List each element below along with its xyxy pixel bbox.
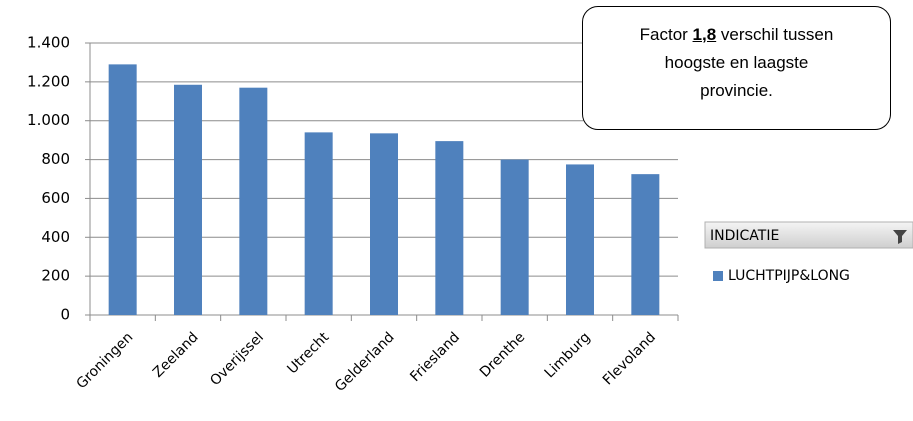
bar xyxy=(304,132,333,315)
y-tick-label: 600 xyxy=(41,189,70,207)
y-tick-label: 200 xyxy=(41,267,70,285)
legend-swatch xyxy=(713,271,723,281)
legend-header xyxy=(704,221,913,249)
y-tick-label: 1.200 xyxy=(27,72,70,90)
x-tick-label: Utrecht xyxy=(284,329,332,377)
y-tick-label: 800 xyxy=(41,150,70,168)
x-tick-label: Flevoland xyxy=(600,329,659,388)
annotation-text: verschil tussen hoogste en laagste provi… xyxy=(664,25,834,100)
bar xyxy=(631,174,660,315)
bar xyxy=(174,84,202,316)
y-tick-label: 400 xyxy=(41,228,70,246)
bar xyxy=(239,87,268,315)
annotation-emphasis: 1,8 xyxy=(692,25,717,44)
annotation-text: Factor xyxy=(639,25,693,44)
y-tick-label: 1.400 xyxy=(27,34,70,52)
x-tick-label: Gelderland xyxy=(332,329,398,395)
legend-label: LUCHTPIJP&LONG xyxy=(728,268,850,284)
bar xyxy=(500,159,529,315)
x-tick-label: Overijssel xyxy=(207,329,267,389)
annotation: Factor 1,8 verschil tussen hoogste en la… xyxy=(582,6,891,130)
x-tick-label: Drenthe xyxy=(477,329,528,380)
y-tick-label: 0 xyxy=(60,306,70,324)
bar xyxy=(108,64,137,315)
legend-title: INDICATIE xyxy=(710,228,779,244)
bar xyxy=(370,133,398,315)
x-tick-label: Zeeland xyxy=(150,329,202,381)
x-tick-label: Limburg xyxy=(542,329,594,381)
y-tick-label: 1.000 xyxy=(27,111,70,129)
x-tick-label: Friesland xyxy=(407,329,463,385)
x-tick-label: Groningen xyxy=(73,329,136,392)
filter-icon[interactable] xyxy=(893,230,907,244)
bar xyxy=(435,141,464,315)
bar xyxy=(566,164,594,315)
